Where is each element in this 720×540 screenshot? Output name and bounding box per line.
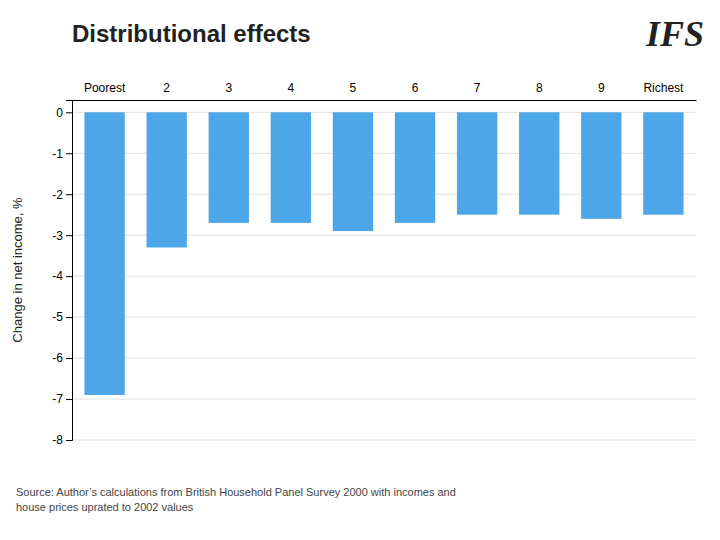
y-tick: -6 [52,351,72,365]
y-tick-mark [66,276,72,277]
y-tick-mark [66,399,72,400]
y-tick-label: 0 [56,106,63,120]
grid [72,112,696,440]
x-tick-label: Poorest [84,81,126,95]
y-tick-label: -1 [52,147,63,161]
bar [395,112,435,223]
y-tick-label: -5 [52,310,63,324]
x-tick: 8 [536,81,543,100]
y-tick: -5 [52,310,72,324]
bar [457,112,497,214]
y-axis-title: Change in net income, % [10,197,25,343]
grid-line [72,399,696,400]
grid-line [72,276,696,277]
y-axis: 0 -1 -2 -3 -4 -5 -6 -7 -8 [52,101,72,448]
x-tick-label: 5 [350,81,357,95]
y-tick-mark [66,112,72,113]
x-axis: Poorest 2 3 4 5 6 7 8 9 Richest [73,81,697,101]
y-tick-label: -8 [52,433,63,447]
y-tick: -3 [52,229,72,243]
y-tick-mark [66,153,72,154]
bar [209,112,249,223]
bar [333,112,373,231]
x-tick-label: 9 [598,81,605,95]
y-tick-label: -6 [52,351,63,365]
y-tick-label: -2 [52,188,63,202]
y-tick-mark [66,194,72,195]
annotation-line: house prices uprated to 2002 values [16,501,194,513]
bar [643,112,683,214]
y-tick-mark [66,235,72,236]
x-tick-label: 7 [474,81,481,95]
chart-container: Distributional effects IFS Source: Author’… [0,0,720,540]
y-tick: -2 [52,188,72,202]
bar [147,112,187,247]
bar [581,112,621,219]
x-tick: Poorest [84,81,126,100]
y-tick-mark [66,358,72,359]
grid-line [72,317,696,318]
x-tick: 6 [412,81,419,100]
x-tick: 3 [225,81,232,100]
y-tick: -7 [52,392,72,406]
grid-line [72,440,696,441]
x-tick: 2 [163,81,170,100]
y-axis-line [66,101,73,441]
plot-area: 0 -1 -2 -3 -4 -5 -6 -7 -8 Poorest 2 3 4 5 6 7 8 9 Richest [52,81,696,447]
y-tick: -8 [52,433,72,447]
x-tick-label: Richest [643,81,684,95]
title: Distributional effects [72,20,311,47]
y-tick: -1 [52,147,72,161]
y-tick-label: -7 [52,392,63,406]
x-tick-label: 8 [536,81,543,95]
x-tick: 4 [288,81,295,100]
x-tick: Richest [643,81,684,100]
x-tick-label: 4 [288,81,295,95]
source-annotation: Source: Author’s calculations from Briti… [16,486,456,513]
bar [271,112,311,223]
x-tick: 5 [350,81,357,100]
x-tick-label: 2 [163,81,170,95]
y-tick-mark [66,317,72,318]
x-axis-line [73,100,697,101]
x-tick: 9 [598,81,605,100]
y-tick-mark [66,440,72,441]
x-tick: 7 [474,81,481,100]
y-tick-label: -4 [52,269,63,283]
x-tick-label: 6 [412,81,419,95]
bars [84,112,683,395]
y-tick: -4 [52,269,72,283]
bar [519,112,559,214]
logo-annotation: IFS [645,14,704,54]
chart-svg: Distributional effects IFS Source: Author’… [0,0,720,540]
x-tick-label: 3 [225,81,232,95]
grid-line [72,358,696,359]
y-tick: 0 [56,106,72,120]
y-tick-label: -3 [52,229,63,243]
annotation-line: Source: Author’s calculations from Briti… [16,486,456,498]
bar [84,112,124,395]
